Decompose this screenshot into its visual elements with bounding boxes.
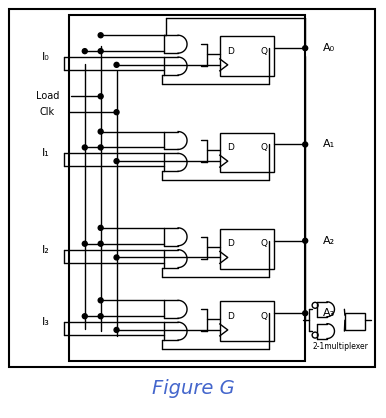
- Circle shape: [98, 145, 103, 150]
- Circle shape: [303, 311, 308, 316]
- Bar: [9, 10, 375, 367]
- Circle shape: [82, 241, 87, 246]
- Text: I₂: I₂: [42, 245, 50, 255]
- Text: I₀: I₀: [42, 52, 50, 62]
- Circle shape: [98, 241, 103, 246]
- Circle shape: [303, 46, 308, 51]
- Text: A₃: A₃: [323, 308, 335, 318]
- Bar: [69, 15, 305, 361]
- Text: A₂: A₂: [323, 236, 335, 246]
- Text: 2-1multiplexer: 2-1multiplexer: [313, 342, 369, 352]
- Circle shape: [114, 159, 119, 163]
- Text: D: D: [227, 47, 234, 56]
- Text: I₃: I₃: [42, 317, 50, 327]
- Circle shape: [82, 48, 87, 54]
- Text: Figure G: Figure G: [152, 379, 234, 398]
- Circle shape: [98, 298, 103, 303]
- Text: D: D: [227, 312, 234, 321]
- Circle shape: [303, 142, 308, 147]
- Text: Q: Q: [261, 143, 267, 152]
- Text: A₁: A₁: [323, 140, 335, 150]
- Circle shape: [114, 62, 119, 67]
- Text: Load: Load: [36, 91, 59, 101]
- Text: Clk: Clk: [39, 107, 54, 117]
- Bar: [220, 133, 274, 172]
- Circle shape: [98, 314, 103, 319]
- Circle shape: [98, 33, 103, 38]
- Circle shape: [82, 145, 87, 150]
- Text: Q: Q: [261, 47, 267, 56]
- Circle shape: [98, 225, 103, 230]
- Bar: [220, 229, 274, 269]
- Bar: [220, 36, 274, 76]
- Bar: [345, 313, 365, 330]
- Circle shape: [98, 94, 103, 99]
- Circle shape: [114, 110, 119, 115]
- Text: I₁: I₁: [42, 148, 50, 158]
- Text: D: D: [227, 143, 234, 152]
- Circle shape: [114, 255, 119, 260]
- Circle shape: [82, 314, 87, 319]
- Circle shape: [114, 327, 119, 332]
- Circle shape: [303, 238, 308, 243]
- Circle shape: [98, 129, 103, 134]
- Circle shape: [98, 48, 103, 54]
- Bar: [220, 301, 274, 341]
- Text: D: D: [227, 239, 234, 248]
- Text: Q: Q: [261, 312, 267, 321]
- Text: A₀: A₀: [323, 43, 335, 53]
- Text: Q: Q: [261, 239, 267, 248]
